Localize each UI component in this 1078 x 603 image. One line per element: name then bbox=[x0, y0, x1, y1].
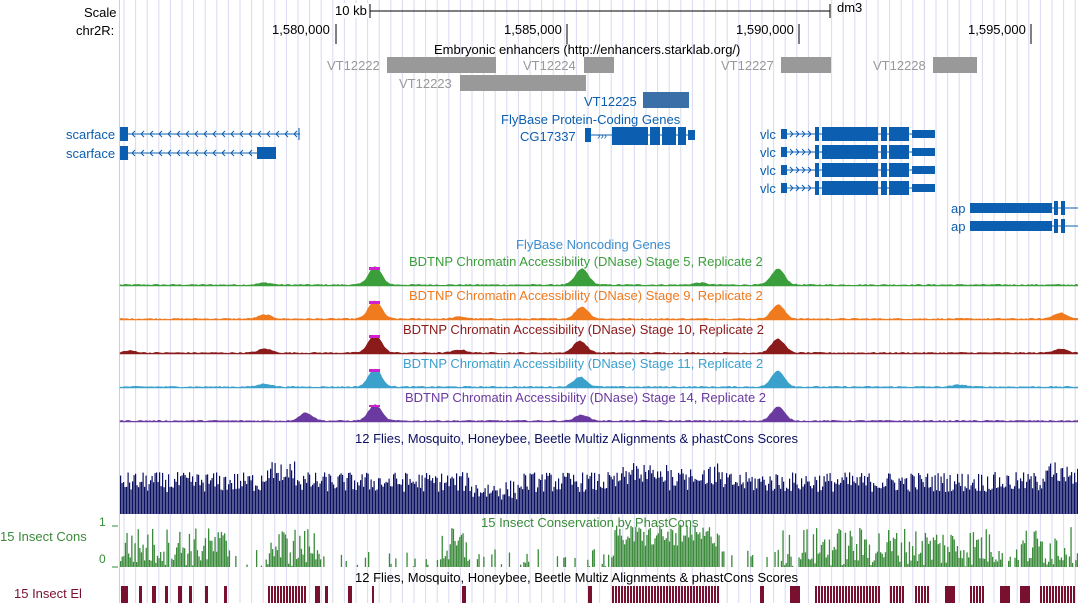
scale-text: 10 kb bbox=[335, 3, 367, 18]
dnase-track-title[interactable]: BDTNP Chromatin Accessibility (DNase) St… bbox=[403, 322, 764, 337]
phastcons-track-title[interactable]: 15 Insect Conservation by PhastCons bbox=[481, 515, 699, 530]
gene-label-vlc: vlc bbox=[760, 145, 776, 160]
ruler-position: 1,595,000 bbox=[968, 22, 1026, 37]
enhancer-label: VT12222 bbox=[327, 58, 380, 73]
gene-label-ap: ap bbox=[951, 219, 965, 234]
multiz-track-title[interactable]: 12 Flies, Mosquito, Honeybee, Beetle Mul… bbox=[355, 431, 798, 446]
scale-label: Scale bbox=[84, 5, 117, 20]
dnase-signal bbox=[119, 368, 1078, 389]
enhancer-label: VT12227 bbox=[721, 58, 774, 73]
gene-label-ap: ap bbox=[951, 201, 965, 216]
phastcons-side-label[interactable]: 15 Insect Cons bbox=[0, 529, 87, 544]
dnase-track-title[interactable]: BDTNP Chromatin Accessibility (DNase) St… bbox=[405, 390, 766, 405]
gene-label-scarface-1[interactable]: scarface bbox=[66, 127, 116, 142]
enhancer-feature bbox=[584, 57, 614, 73]
left-label-pane bbox=[0, 0, 119, 603]
enhancer-label: VT12223 bbox=[399, 76, 452, 91]
left-pane-divider bbox=[119, 0, 120, 603]
dnase-track-title[interactable]: BDTNP Chromatin Accessibility (DNase) St… bbox=[409, 288, 763, 303]
ruler-position: 1,585,000 bbox=[504, 22, 562, 37]
svg-text:›››: ››› bbox=[597, 131, 607, 142]
chrom-label: chr2R: bbox=[76, 23, 115, 38]
ruler-position: 1,590,000 bbox=[736, 22, 794, 37]
gene-label-cg17337: CG17337 bbox=[520, 129, 576, 144]
phastcons-max-label: 1 bbox=[99, 515, 106, 529]
phastcons-min-label: 0 bbox=[99, 552, 106, 566]
enhancer-label: VT12228 bbox=[873, 58, 926, 73]
noncoding-track-title[interactable]: FlyBase Noncoding Genes bbox=[516, 237, 671, 252]
enhancer-feature bbox=[781, 57, 831, 73]
scale-bar: 10 kb dm3 bbox=[334, 0, 862, 18]
elements-track-title[interactable]: 12 Flies, Mosquito, Honeybee, Beetle Mul… bbox=[355, 570, 798, 585]
dnase-signal bbox=[119, 266, 1078, 287]
enhancer-feature bbox=[643, 92, 689, 108]
multiz-conservation-bars[interactable] bbox=[120, 461, 1078, 514]
gene-label-vlc: vlc bbox=[760, 163, 776, 178]
gene-label-scarface-2[interactable]: scarface bbox=[66, 146, 116, 161]
enhancer-feature bbox=[460, 75, 586, 91]
assembly-label: dm3 bbox=[837, 0, 862, 15]
elements-side-label[interactable]: 15 Insect El bbox=[14, 586, 82, 601]
dnase-signal bbox=[119, 334, 1078, 355]
gene-label-vlc: vlc bbox=[760, 181, 776, 196]
ruler-position: 1,580,000 bbox=[272, 22, 330, 37]
protein-coding-genes-track[interactable]: FlyBase Protein-Coding Genes CG17337 ›››… bbox=[120, 112, 1078, 234]
phastcons-bars[interactable] bbox=[120, 525, 1078, 567]
enhancer-label: VT12225 bbox=[584, 94, 637, 109]
dnase-tracks: BDTNP Chromatin Accessibility (DNase) St… bbox=[119, 254, 1078, 423]
enhancer-feature bbox=[933, 57, 977, 73]
enhancer-label: VT12224 bbox=[523, 58, 576, 73]
dnase-signal bbox=[119, 300, 1078, 321]
dnase-track-title[interactable]: BDTNP Chromatin Accessibility (DNase) St… bbox=[409, 254, 763, 269]
dnase-track-title[interactable]: BDTNP Chromatin Accessibility (DNase) St… bbox=[403, 356, 763, 371]
conserved-elements[interactable] bbox=[121, 586, 1075, 603]
position-ruler: 1,580,000 1,585,000 1,590,000 1,595,000 bbox=[272, 22, 1032, 44]
enhancer-feature bbox=[387, 57, 496, 73]
dnase-signal bbox=[119, 404, 1078, 423]
gene-label-vlc: vlc bbox=[760, 127, 776, 142]
genes-track-title: FlyBase Protein-Coding Genes bbox=[501, 112, 681, 127]
enhancers-track[interactable]: Embryonic enhancers (http://enhancers.st… bbox=[327, 42, 977, 109]
enhancers-track-title: Embryonic enhancers (http://enhancers.st… bbox=[434, 42, 740, 57]
